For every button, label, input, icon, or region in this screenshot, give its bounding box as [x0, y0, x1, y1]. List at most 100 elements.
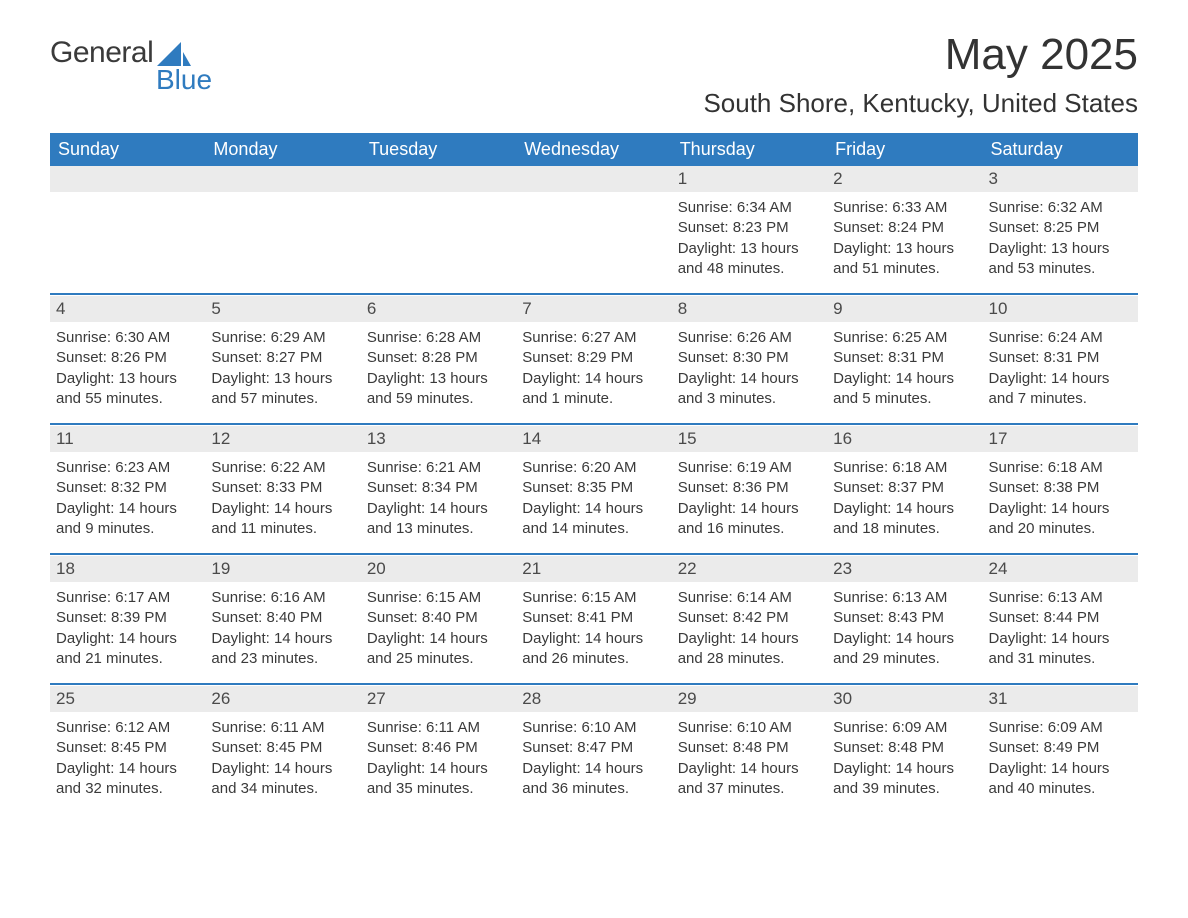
- day-number: [205, 166, 360, 192]
- daylight-line: Daylight: 14 hours and 40 minutes.: [989, 759, 1132, 800]
- day-number: [50, 166, 205, 192]
- sunset-line: Sunset: 8:37 PM: [833, 478, 976, 498]
- day-body: Sunrise: 6:34 AMSunset: 8:23 PMDaylight:…: [672, 192, 827, 283]
- day-number: 9: [827, 296, 982, 322]
- day-body: Sunrise: 6:18 AMSunset: 8:37 PMDaylight:…: [827, 452, 982, 543]
- day-number: 28: [516, 686, 671, 712]
- day-body: Sunrise: 6:09 AMSunset: 8:48 PMDaylight:…: [827, 712, 982, 803]
- sunset-line: Sunset: 8:44 PM: [989, 608, 1132, 628]
- sunrise-line: Sunrise: 6:10 AM: [522, 718, 665, 738]
- daylight-line: Daylight: 14 hours and 26 minutes.: [522, 629, 665, 670]
- day-body: Sunrise: 6:15 AMSunset: 8:40 PMDaylight:…: [361, 582, 516, 673]
- sunrise-line: Sunrise: 6:24 AM: [989, 328, 1132, 348]
- calendar-head: SundayMondayTuesdayWednesdayThursdayFrid…: [50, 133, 1138, 166]
- daylight-line: Daylight: 13 hours and 48 minutes.: [678, 239, 821, 280]
- calendar-cell: 10Sunrise: 6:24 AMSunset: 8:31 PMDayligh…: [983, 296, 1138, 424]
- calendar-cell: 27Sunrise: 6:11 AMSunset: 8:46 PMDayligh…: [361, 686, 516, 814]
- sunrise-line: Sunrise: 6:25 AM: [833, 328, 976, 348]
- day-number: 6: [361, 296, 516, 322]
- sunrise-line: Sunrise: 6:29 AM: [211, 328, 354, 348]
- day-body: Sunrise: 6:20 AMSunset: 8:35 PMDaylight:…: [516, 452, 671, 543]
- sunrise-line: Sunrise: 6:13 AM: [989, 588, 1132, 608]
- sunset-line: Sunset: 8:27 PM: [211, 348, 354, 368]
- sunset-line: Sunset: 8:30 PM: [678, 348, 821, 368]
- calendar-cell: 16Sunrise: 6:18 AMSunset: 8:37 PMDayligh…: [827, 426, 982, 554]
- day-body: Sunrise: 6:09 AMSunset: 8:49 PMDaylight:…: [983, 712, 1138, 803]
- sunrise-line: Sunrise: 6:22 AM: [211, 458, 354, 478]
- calendar-cell: 6Sunrise: 6:28 AMSunset: 8:28 PMDaylight…: [361, 296, 516, 424]
- sunrise-line: Sunrise: 6:14 AM: [678, 588, 821, 608]
- page-title: May 2025: [945, 30, 1138, 80]
- sunrise-line: Sunrise: 6:09 AM: [833, 718, 976, 738]
- day-number: 13: [361, 426, 516, 452]
- daylight-line: Daylight: 14 hours and 1 minute.: [522, 369, 665, 410]
- day-number: 25: [50, 686, 205, 712]
- sunset-line: Sunset: 8:29 PM: [522, 348, 665, 368]
- day-number: 2: [827, 166, 982, 192]
- calendar-cell: [205, 166, 360, 294]
- daylight-line: Daylight: 14 hours and 5 minutes.: [833, 369, 976, 410]
- daylight-line: Daylight: 14 hours and 31 minutes.: [989, 629, 1132, 670]
- calendar-cell: 5Sunrise: 6:29 AMSunset: 8:27 PMDaylight…: [205, 296, 360, 424]
- day-body: Sunrise: 6:13 AMSunset: 8:43 PMDaylight:…: [827, 582, 982, 673]
- day-body: Sunrise: 6:25 AMSunset: 8:31 PMDaylight:…: [827, 322, 982, 413]
- calendar-cell: 11Sunrise: 6:23 AMSunset: 8:32 PMDayligh…: [50, 426, 205, 554]
- day-number: 24: [983, 556, 1138, 582]
- calendar-table: SundayMondayTuesdayWednesdayThursdayFrid…: [50, 133, 1138, 814]
- sunset-line: Sunset: 8:46 PM: [367, 738, 510, 758]
- sunset-line: Sunset: 8:35 PM: [522, 478, 665, 498]
- daylight-line: Daylight: 14 hours and 36 minutes.: [522, 759, 665, 800]
- day-number: 3: [983, 166, 1138, 192]
- day-body: Sunrise: 6:22 AMSunset: 8:33 PMDaylight:…: [205, 452, 360, 543]
- daylight-line: Daylight: 14 hours and 34 minutes.: [211, 759, 354, 800]
- sunset-line: Sunset: 8:40 PM: [367, 608, 510, 628]
- day-body: Sunrise: 6:28 AMSunset: 8:28 PMDaylight:…: [361, 322, 516, 413]
- day-body: Sunrise: 6:11 AMSunset: 8:46 PMDaylight:…: [361, 712, 516, 803]
- sunset-line: Sunset: 8:48 PM: [833, 738, 976, 758]
- calendar-cell: 28Sunrise: 6:10 AMSunset: 8:47 PMDayligh…: [516, 686, 671, 814]
- calendar-cell: 25Sunrise: 6:12 AMSunset: 8:45 PMDayligh…: [50, 686, 205, 814]
- sunset-line: Sunset: 8:42 PM: [678, 608, 821, 628]
- day-body: Sunrise: 6:32 AMSunset: 8:25 PMDaylight:…: [983, 192, 1138, 283]
- calendar-cell: 13Sunrise: 6:21 AMSunset: 8:34 PMDayligh…: [361, 426, 516, 554]
- day-number: [516, 166, 671, 192]
- day-number: 19: [205, 556, 360, 582]
- calendar-cell: 29Sunrise: 6:10 AMSunset: 8:48 PMDayligh…: [672, 686, 827, 814]
- daylight-line: Daylight: 14 hours and 29 minutes.: [833, 629, 976, 670]
- day-number: 18: [50, 556, 205, 582]
- sunrise-line: Sunrise: 6:23 AM: [56, 458, 199, 478]
- day-number: 5: [205, 296, 360, 322]
- day-number: 31: [983, 686, 1138, 712]
- daylight-line: Daylight: 13 hours and 57 minutes.: [211, 369, 354, 410]
- calendar-cell: 31Sunrise: 6:09 AMSunset: 8:49 PMDayligh…: [983, 686, 1138, 814]
- calendar-cell: [516, 166, 671, 294]
- calendar-cell: 1Sunrise: 6:34 AMSunset: 8:23 PMDaylight…: [672, 166, 827, 294]
- day-number: 22: [672, 556, 827, 582]
- calendar-week-row: 25Sunrise: 6:12 AMSunset: 8:45 PMDayligh…: [50, 686, 1138, 814]
- day-number: 12: [205, 426, 360, 452]
- day-number: 8: [672, 296, 827, 322]
- sunrise-line: Sunrise: 6:20 AM: [522, 458, 665, 478]
- day-body: Sunrise: 6:10 AMSunset: 8:48 PMDaylight:…: [672, 712, 827, 803]
- daylight-line: Daylight: 13 hours and 51 minutes.: [833, 239, 976, 280]
- calendar-cell: 8Sunrise: 6:26 AMSunset: 8:30 PMDaylight…: [672, 296, 827, 424]
- calendar-cell: 7Sunrise: 6:27 AMSunset: 8:29 PMDaylight…: [516, 296, 671, 424]
- day-body: Sunrise: 6:29 AMSunset: 8:27 PMDaylight:…: [205, 322, 360, 413]
- day-number: 29: [672, 686, 827, 712]
- day-body: [205, 192, 360, 202]
- sunrise-line: Sunrise: 6:13 AM: [833, 588, 976, 608]
- column-header: Thursday: [672, 133, 827, 166]
- column-header: Sunday: [50, 133, 205, 166]
- column-header: Wednesday: [516, 133, 671, 166]
- daylight-line: Daylight: 13 hours and 59 minutes.: [367, 369, 510, 410]
- sunrise-line: Sunrise: 6:12 AM: [56, 718, 199, 738]
- sunrise-line: Sunrise: 6:30 AM: [56, 328, 199, 348]
- daylight-line: Daylight: 14 hours and 3 minutes.: [678, 369, 821, 410]
- day-number: 27: [361, 686, 516, 712]
- header-row: General Blue May 2025: [50, 30, 1138, 80]
- day-body: [516, 192, 671, 202]
- calendar-week-row: 1Sunrise: 6:34 AMSunset: 8:23 PMDaylight…: [50, 166, 1138, 294]
- day-number: 15: [672, 426, 827, 452]
- sunset-line: Sunset: 8:31 PM: [989, 348, 1132, 368]
- sunrise-line: Sunrise: 6:18 AM: [989, 458, 1132, 478]
